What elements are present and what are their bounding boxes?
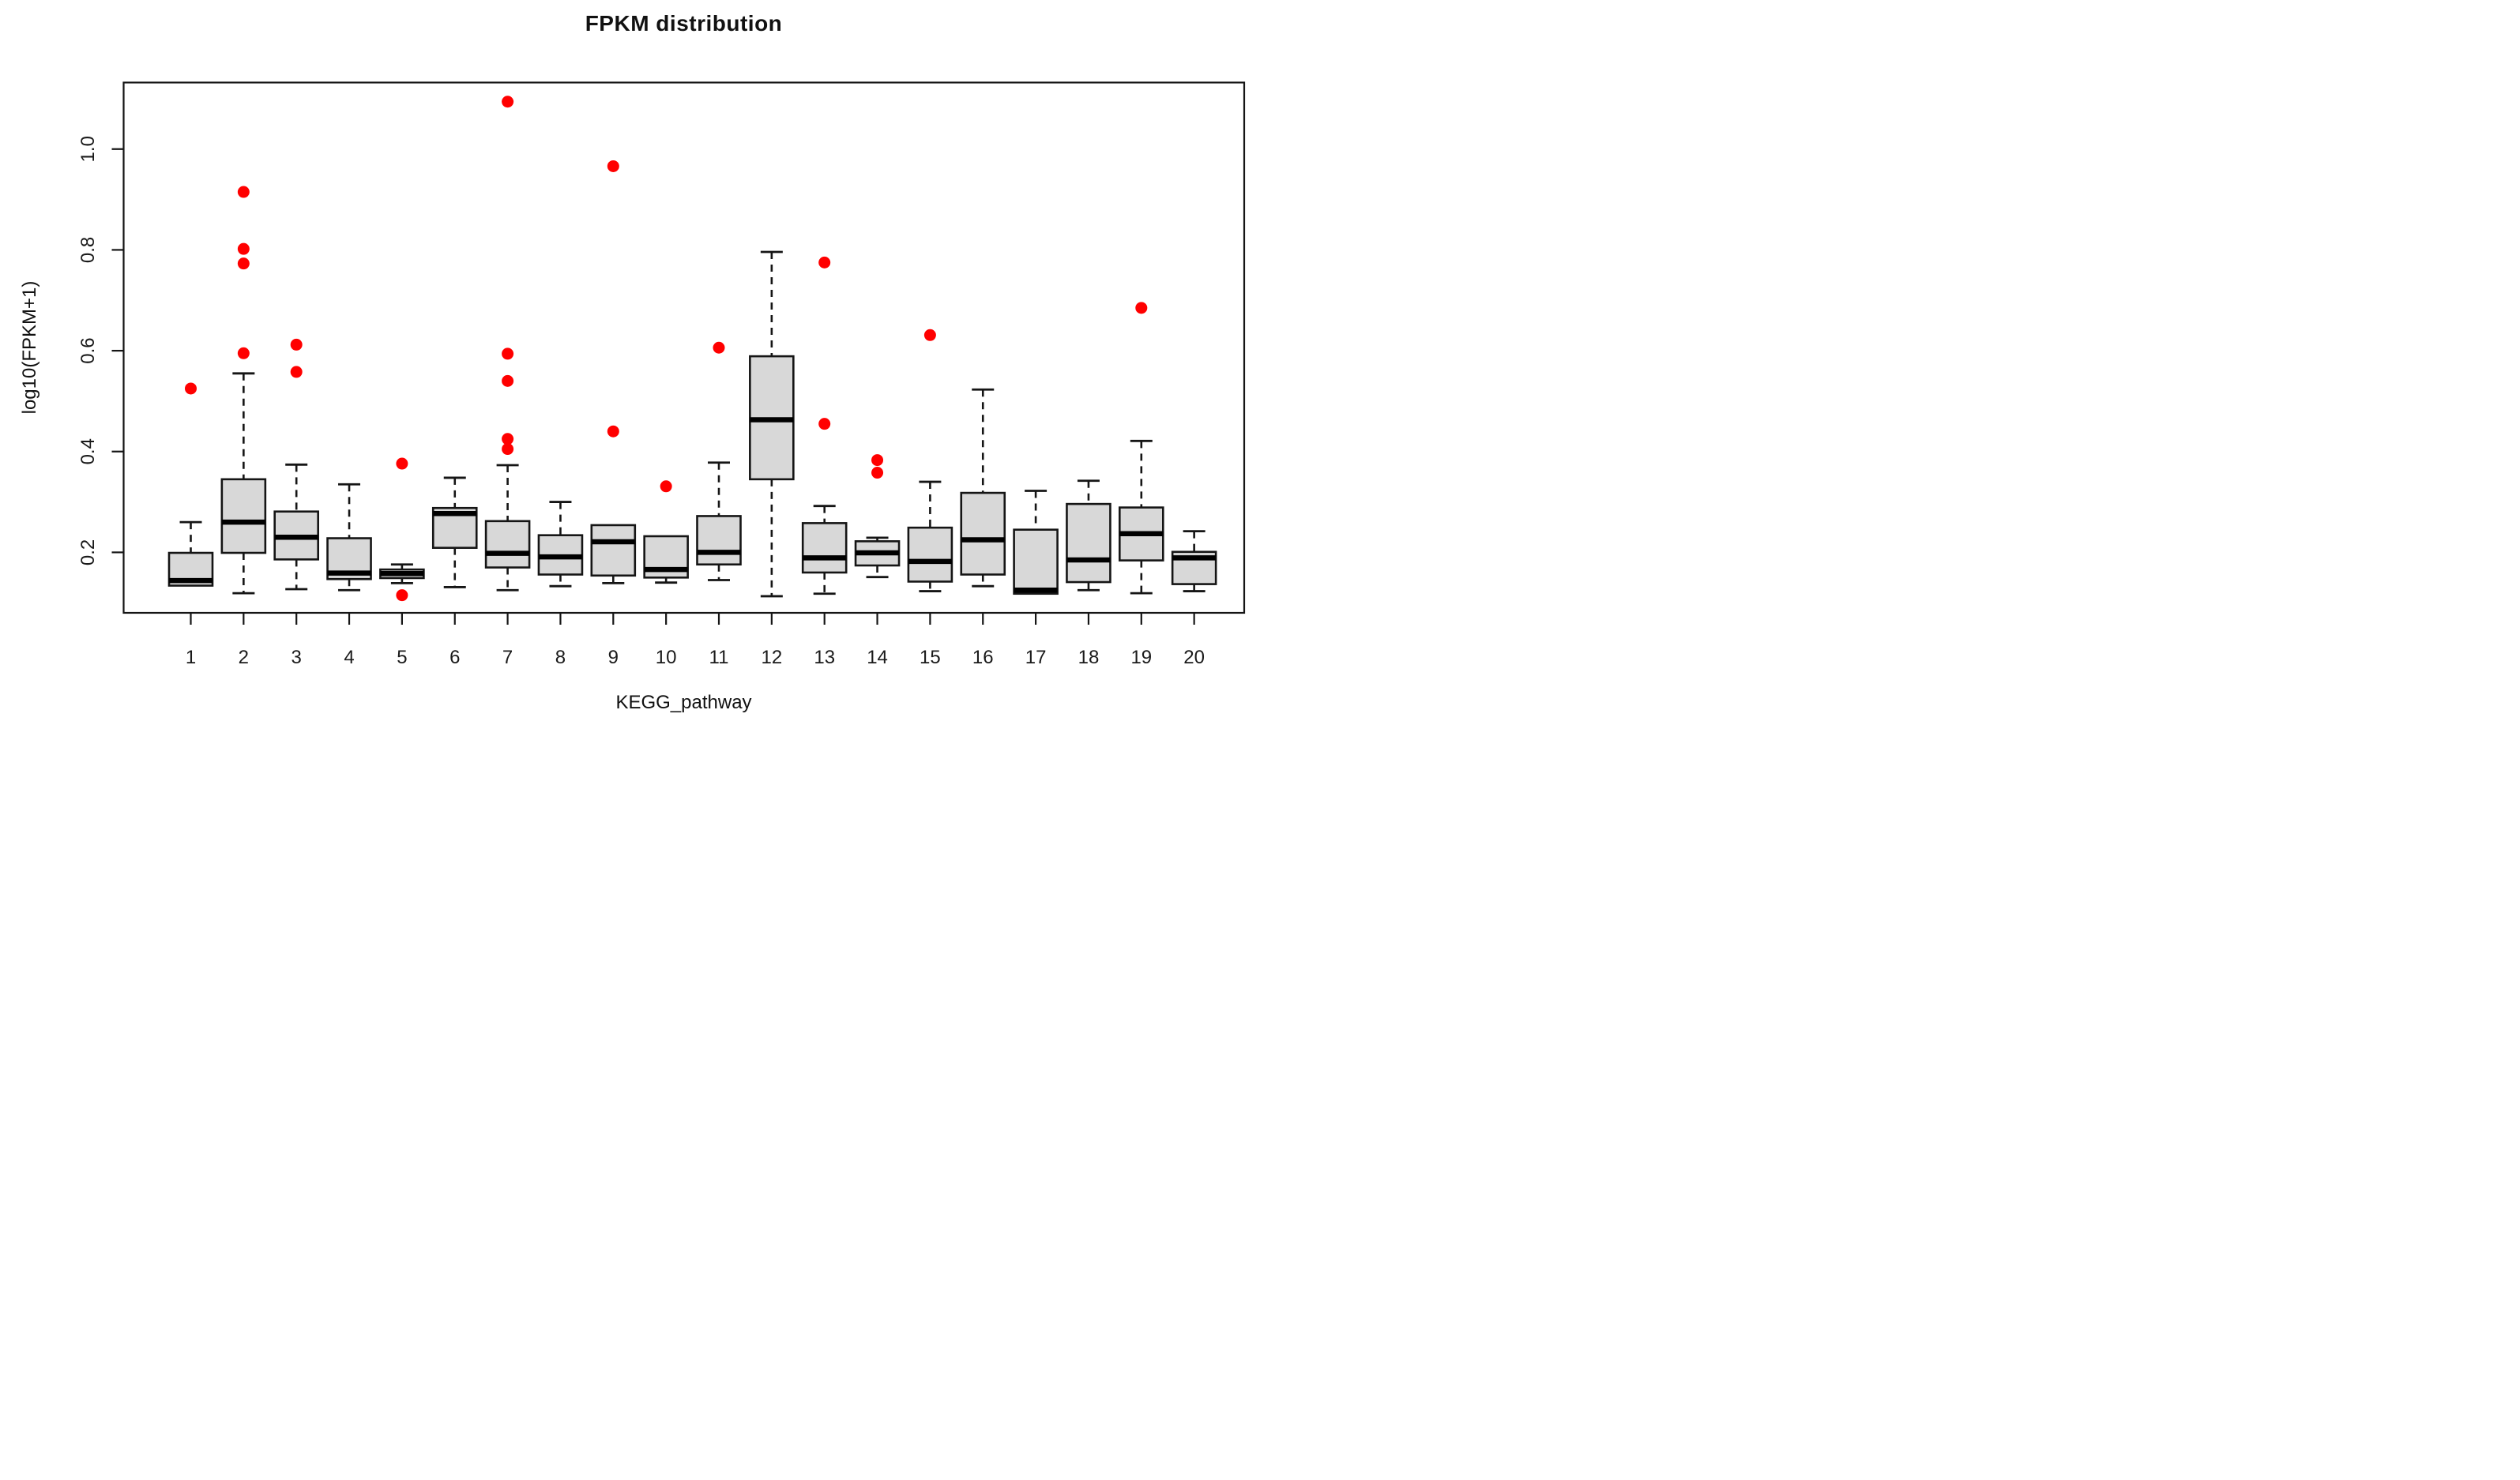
outlier-19 [1135, 302, 1148, 314]
iqr-box-17 [1013, 528, 1059, 595]
box-group-8: 8 [537, 501, 584, 668]
x-tick-label-8: 8 [555, 647, 566, 668]
outlier-2 [237, 347, 250, 359]
outlier-7 [502, 374, 514, 387]
x-axis-label: KEGG_pathway [615, 692, 752, 713]
x-tick-label-11: 11 [709, 647, 729, 668]
iqr-box-13 [801, 522, 848, 574]
x-tick-label-16: 16 [972, 647, 994, 668]
box-group-10: 10 [643, 480, 689, 668]
y-tick-label-1.0: 1.0 [77, 136, 99, 162]
x-tick-label-10: 10 [656, 647, 677, 668]
x-tick-label-1: 1 [186, 647, 196, 668]
outlier-5 [396, 589, 408, 602]
box-group-20: 20 [1171, 530, 1217, 668]
outlier-7 [502, 347, 514, 360]
x-tick-label-14: 14 [867, 647, 888, 668]
iqr-box-11 [696, 515, 742, 566]
box-group-15: 15 [907, 329, 953, 668]
x-tick-label-2: 2 [239, 647, 249, 668]
x-tick-label-17: 17 [1025, 647, 1047, 668]
outlier-13 [818, 256, 831, 269]
box-group-19: 19 [1119, 302, 1164, 668]
box-group-7: 7 [484, 96, 531, 668]
iqr-box-9 [590, 524, 637, 577]
box-group-14: 14 [854, 454, 901, 668]
outlier-13 [818, 418, 831, 430]
iqr-box-2 [220, 478, 267, 554]
outlier-10 [660, 480, 672, 493]
box-group-4: 4 [326, 483, 372, 668]
outlier-2 [237, 242, 250, 255]
box-group-12: 12 [749, 250, 795, 668]
box-group-2: 2 [220, 186, 267, 668]
outlier-2 [237, 257, 250, 270]
y-tick-label-0.2: 0.2 [77, 539, 99, 565]
y-tick-label-0.6: 0.6 [77, 337, 99, 363]
x-tick-label-4: 4 [344, 647, 354, 668]
x-tick-label-12: 12 [761, 647, 782, 668]
outlier-3 [290, 338, 303, 351]
boxplot-canvas: 0.20.40.60.81.01 2 3 4 5 6 7 8 9 10 11 12 13 14 15 16 17… [77, 81, 1246, 668]
iqr-box-16 [960, 491, 1006, 576]
outlier-9 [607, 425, 619, 438]
outlier-14 [871, 467, 884, 479]
box-group-3: 3 [273, 338, 320, 668]
box-group-17: 17 [1013, 490, 1059, 668]
x-tick-label-19: 19 [1130, 647, 1152, 668]
x-tick-label-13: 13 [814, 647, 835, 668]
box-group-18: 18 [1066, 479, 1111, 668]
outlier-7 [502, 96, 514, 108]
boxplot-figure: FPKM distribution log10(FPKM+1) 0.2 0.4 0.… [0, 0, 1260, 740]
outlier-15 [923, 329, 936, 341]
iqr-box-15 [907, 526, 953, 583]
outlier-11 [713, 341, 725, 354]
outlier-7 [502, 433, 514, 445]
x-tick-label-20: 20 [1183, 647, 1205, 668]
box-group-9: 9 [590, 160, 637, 668]
outlier-5 [396, 457, 408, 470]
x-tick-label-7: 7 [502, 647, 513, 668]
x-tick-label-3: 3 [291, 647, 302, 668]
x-tick-label-18: 18 [1078, 647, 1100, 668]
outlier-2 [237, 186, 250, 198]
outlier-9 [607, 160, 619, 172]
iqr-box-18 [1066, 502, 1111, 584]
y-tick-label-0.4: 0.4 [77, 438, 99, 464]
box-group-6: 6 [431, 476, 478, 668]
box-group-13: 13 [801, 256, 848, 668]
y-tick-label-0.8: 0.8 [77, 237, 99, 263]
outlier-1 [185, 382, 197, 395]
x-tick-label-6: 6 [449, 647, 460, 668]
box-group-11: 11 [696, 341, 742, 668]
iqr-box-7 [484, 520, 531, 569]
x-tick-label-5: 5 [397, 647, 407, 668]
chart-title: FPKM distribution [585, 11, 783, 36]
x-tick-label-9: 9 [608, 647, 619, 668]
outlier-3 [290, 366, 303, 378]
plot-frame [122, 81, 1246, 614]
x-tick-label-15: 15 [920, 647, 941, 668]
box-group-16: 16 [960, 388, 1006, 668]
outlier-7 [502, 443, 514, 456]
box-group-5: 5 [379, 457, 425, 668]
box-group-1: 1 [167, 382, 214, 668]
outlier-14 [871, 454, 884, 467]
